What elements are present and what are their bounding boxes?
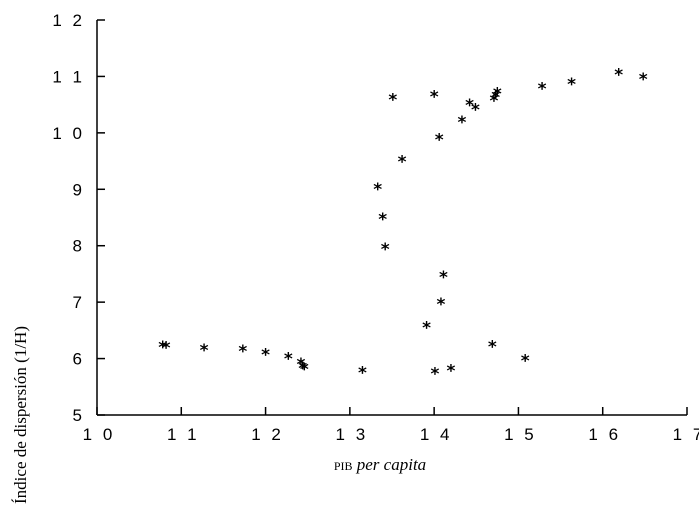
data-points: ** * * * * *** ********************** * * *: [158, 65, 647, 384]
data-point: *: [490, 91, 499, 111]
y-tick-label: 1 0: [52, 124, 85, 143]
data-point: *: [378, 210, 387, 230]
data-point: *: [488, 337, 497, 357]
data-point: *: [538, 80, 547, 100]
x-tick-label: 1 4: [420, 425, 453, 444]
y-tick-label: 6: [73, 350, 85, 369]
data-point: *: [447, 362, 456, 382]
data-point: *: [491, 88, 500, 108]
data-point: *: [373, 180, 382, 200]
y-axis-label: Índice de dispersión (1/H): [11, 326, 30, 504]
x-tick-label: 1 2: [251, 425, 284, 444]
data-point: *: [639, 70, 648, 90]
x-tick-label: 1 5: [504, 425, 537, 444]
data-point: *: [261, 345, 270, 365]
data-point: *: [465, 96, 474, 116]
ticks: [96, 19, 688, 416]
y-tick-label: 5: [73, 406, 85, 425]
data-point: *: [422, 318, 431, 338]
x-tick-label: 1 6: [588, 425, 621, 444]
data-point: *: [493, 85, 502, 105]
y-tick-label: 1 2: [52, 11, 85, 30]
data-point: *: [388, 90, 397, 110]
y-tick-label: 8: [73, 237, 85, 256]
data-point: *: [431, 365, 440, 385]
data-point: *: [430, 87, 439, 107]
y-tick-label: 7: [73, 293, 85, 312]
data-point: *: [471, 100, 480, 120]
x-tick-label: 1 3: [336, 425, 369, 444]
axes: [96, 20, 687, 416]
data-point: *: [439, 268, 448, 288]
data-point: *: [300, 360, 309, 380]
x-axis-label: PIB per capita: [334, 455, 426, 474]
data-point: *: [284, 349, 293, 369]
x-tick-label: 1 7: [673, 425, 699, 444]
x-tick-label: 1 1: [167, 425, 200, 444]
data-point: *: [298, 359, 307, 379]
y-tick-label: 9: [73, 180, 85, 199]
data-point: *: [200, 341, 209, 361]
data-point: *: [614, 65, 623, 85]
data-point: *: [567, 75, 576, 95]
data-point: *: [435, 130, 444, 150]
data-point: *: [358, 363, 367, 383]
x-tick-label: 1 0: [83, 425, 116, 444]
data-point: *: [158, 338, 167, 358]
y-tick-label: 1 1: [52, 67, 85, 86]
data-point: *: [238, 342, 247, 362]
data-point: *: [381, 240, 390, 260]
data-point: *: [297, 355, 306, 375]
x-axis-label-prefix: PIB: [334, 459, 353, 473]
data-point: *: [521, 352, 530, 372]
data-point: *: [398, 152, 407, 172]
data-point: *: [436, 295, 445, 315]
data-point: *: [458, 113, 467, 133]
tick-labels: 1 0 1 1 1 2 1 3 1 4 1 5 1 6 1 7 5 6 7 8 9 1 0 1 1 1 2: [52, 11, 699, 444]
data-point: *: [162, 339, 171, 359]
x-axis-label-italic: per capita: [356, 455, 426, 474]
